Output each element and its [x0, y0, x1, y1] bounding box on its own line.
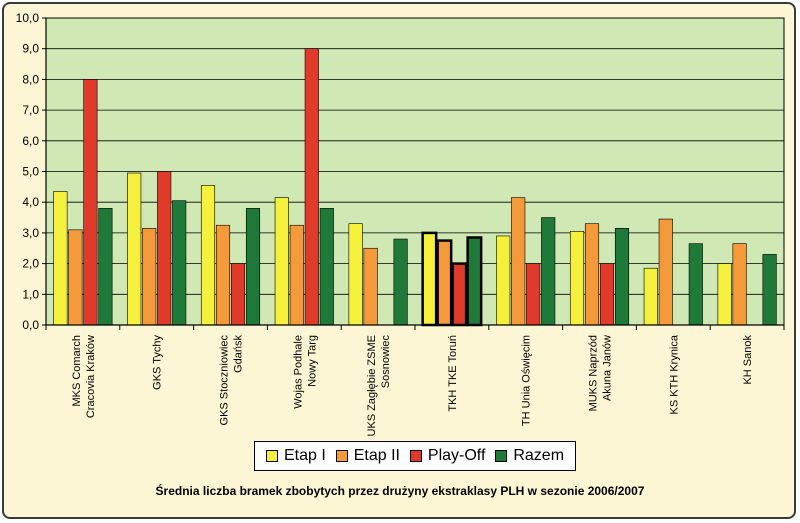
bar	[688, 243, 703, 326]
bar	[421, 231, 438, 327]
bar	[68, 229, 83, 326]
y-tick-label: 10,0	[16, 11, 40, 25]
bar	[83, 79, 98, 326]
bar	[511, 197, 526, 326]
category-label: GKS Stoczniowiec	[219, 335, 231, 426]
bar	[289, 224, 304, 326]
bar	[127, 172, 142, 326]
bar	[393, 238, 408, 326]
bar	[451, 262, 468, 327]
y-tick-label: 5,0	[22, 165, 39, 179]
bar	[569, 231, 585, 326]
category-label: UKS Zagłębie ZSME	[366, 335, 378, 436]
y-tick-label: 9,0	[22, 42, 39, 56]
legend-swatch-etap-1	[265, 450, 278, 462]
y-tick-label: 3,0	[22, 226, 39, 240]
bar	[304, 48, 319, 326]
chart-title: Średnia liczba bramek zbobytych przez dr…	[155, 484, 645, 498]
bar	[215, 224, 231, 326]
category-label: Wojas Podhale	[292, 335, 304, 409]
y-tick-label: 8,0	[22, 72, 39, 86]
y-tick-label: 2,0	[22, 257, 39, 271]
legend-label-etap-2: Etap II	[353, 447, 400, 464]
legend: Etap I Etap II Play-Off Razem	[254, 441, 576, 471]
y-tick-label: 4,0	[22, 195, 39, 209]
bar	[658, 218, 673, 326]
legend-label-razem: Razem	[513, 447, 565, 464]
y-tick-label: 7,0	[22, 103, 39, 117]
bar	[496, 235, 511, 326]
bar	[466, 236, 483, 327]
bar	[200, 185, 216, 326]
legend-swatch-etap-2	[335, 450, 348, 462]
bar	[643, 267, 658, 326]
legend-item-razem: Razem	[495, 447, 564, 465]
legend-item-etap-1: Etap I	[265, 447, 326, 465]
legend-label-play-off: Play-Off	[427, 447, 486, 464]
bar	[319, 208, 334, 326]
bar	[732, 243, 747, 326]
category-label: Sosnowiec	[380, 335, 392, 389]
bar	[614, 227, 630, 326]
bar	[142, 227, 157, 326]
legend-label-etap-1: Etap I	[283, 447, 326, 464]
bar	[541, 217, 556, 326]
legend-swatch-play-off	[409, 450, 422, 462]
category-label: Akuna Janów	[602, 335, 614, 401]
bar	[274, 197, 289, 326]
y-tick-label: 0,0	[22, 318, 39, 332]
bar	[717, 263, 732, 326]
legend-item-play-off: Play-Off	[409, 447, 486, 465]
bar	[98, 208, 113, 326]
bar	[599, 263, 615, 326]
category-label: MKS Comarch	[71, 335, 83, 407]
category-label: MUKS Naprzód	[588, 335, 600, 411]
legend-swatch-razem	[495, 450, 508, 462]
bar	[762, 254, 777, 326]
category-label: Cracovia Kraków	[85, 335, 97, 418]
category-label: TH Unia Oświęcim	[521, 335, 533, 426]
bar	[230, 263, 246, 326]
y-tick-label: 1,0	[22, 287, 39, 301]
bar	[363, 247, 378, 326]
category-label: KH Sanok	[742, 335, 754, 385]
bar	[584, 223, 600, 326]
bar	[526, 263, 541, 326]
bar	[157, 171, 172, 326]
legend-item-etap-2: Etap II	[335, 447, 400, 465]
category-label: Nowy Targ	[306, 335, 318, 387]
bar	[245, 208, 261, 326]
bar	[172, 200, 187, 326]
y-tick-label: 6,0	[22, 134, 39, 148]
category-label: GKS Tychy	[152, 335, 164, 390]
bar	[348, 223, 363, 326]
category-label: TKH TKE Toruń	[447, 335, 459, 412]
bar	[53, 191, 68, 326]
category-label: KS KTH Krynica	[668, 334, 680, 414]
bar	[436, 239, 453, 327]
category-label: Gdańsk	[233, 335, 245, 373]
